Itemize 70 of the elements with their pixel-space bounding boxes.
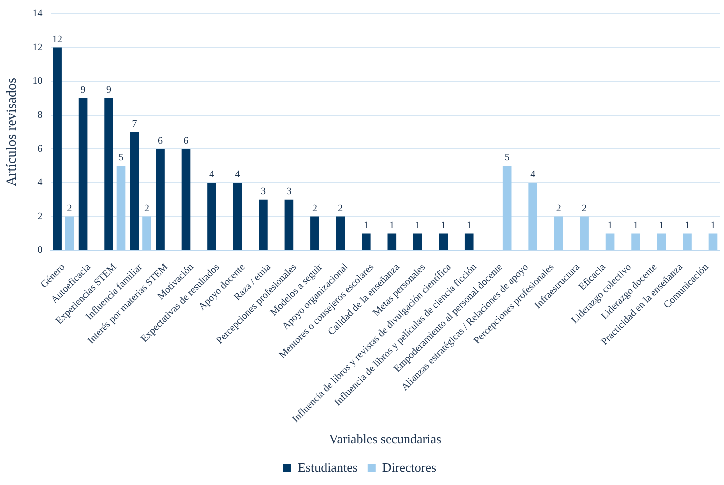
data-label: 1 xyxy=(659,220,664,232)
data-label: 7 xyxy=(132,118,138,130)
y-tick-label: 4 xyxy=(38,178,43,189)
data-label: 1 xyxy=(441,220,446,232)
bar xyxy=(413,234,422,250)
y-tick-label: 0 xyxy=(38,245,43,256)
data-label: 6 xyxy=(158,136,164,147)
bar xyxy=(708,234,718,250)
bar xyxy=(233,183,242,250)
data-label: 9 xyxy=(106,85,112,96)
data-label: 1 xyxy=(364,220,369,232)
bar xyxy=(632,234,640,250)
data-label: 3 xyxy=(260,186,266,198)
data-label: 4 xyxy=(235,170,240,181)
bar xyxy=(388,234,397,250)
data-label: 1 xyxy=(415,220,420,232)
bar xyxy=(439,234,448,250)
data-label: 2 xyxy=(67,203,72,214)
bar xyxy=(104,98,114,250)
data-label: 4 xyxy=(209,170,214,181)
data-label: 2 xyxy=(312,203,318,214)
data-label: 1 xyxy=(390,220,395,232)
bar xyxy=(683,234,692,250)
data-label: 5 xyxy=(504,152,510,164)
bar xyxy=(78,98,88,250)
y-tick-label: 12 xyxy=(32,42,43,54)
bar xyxy=(502,166,512,250)
data-label: 6 xyxy=(184,136,189,147)
data-label: 9 xyxy=(80,85,86,96)
data-label: 4 xyxy=(530,170,536,181)
data-label: 1 xyxy=(608,220,613,232)
bar xyxy=(657,234,666,250)
data-label: 3 xyxy=(286,186,292,198)
data-label: 1 xyxy=(685,220,690,232)
bar xyxy=(310,216,320,250)
legend-label: Estudiantes xyxy=(298,460,358,475)
bar xyxy=(606,234,615,250)
data-label: 1 xyxy=(466,220,472,232)
bar xyxy=(362,234,371,250)
bar xyxy=(284,200,294,250)
data-label: 12 xyxy=(52,34,63,46)
y-axis-title: Artículos revisados xyxy=(5,78,20,187)
bar xyxy=(259,200,268,250)
legend-label: Directores xyxy=(382,460,437,475)
data-label: 2 xyxy=(144,203,150,214)
data-label: 2 xyxy=(556,203,562,214)
bar xyxy=(528,183,538,250)
data-label: 2 xyxy=(582,203,588,214)
bar xyxy=(130,132,140,250)
bar xyxy=(142,216,152,250)
y-tick-label: 2 xyxy=(38,211,43,222)
data-label: 1 xyxy=(710,220,716,232)
bar xyxy=(156,149,165,250)
y-tick-label: 14 xyxy=(32,8,43,20)
bar xyxy=(336,216,346,250)
data-label: 5 xyxy=(118,152,124,164)
bar xyxy=(464,234,474,250)
bar xyxy=(116,166,126,250)
bar xyxy=(53,48,62,250)
bar xyxy=(182,149,191,250)
y-tick-label: 6 xyxy=(38,144,43,155)
data-label: 2 xyxy=(338,203,344,214)
y-tick-label: 8 xyxy=(38,110,43,122)
bar xyxy=(580,216,589,250)
bar xyxy=(554,216,564,250)
x-axis-title: Variables secundarias xyxy=(329,432,442,447)
y-tick-label: 10 xyxy=(32,76,43,88)
bar xyxy=(208,183,216,250)
data-label: 1 xyxy=(634,220,639,232)
bar xyxy=(65,216,74,250)
